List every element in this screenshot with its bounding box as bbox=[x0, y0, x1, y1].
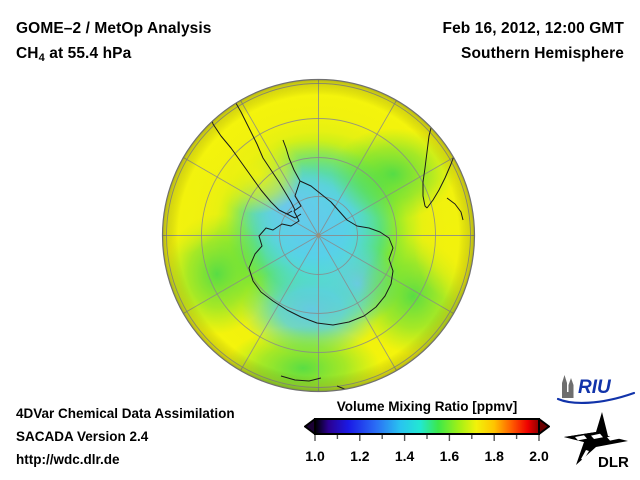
colorbar-tick-label: 1.8 bbox=[484, 448, 504, 464]
colorbar-extend-low-arrow bbox=[304, 418, 316, 435]
dlr-wordmark: DLR bbox=[598, 454, 629, 471]
globe-svg bbox=[161, 78, 476, 393]
species-subscript: 4 bbox=[38, 52, 45, 64]
method-label: 4DVar Chemical Data Assimilation bbox=[16, 406, 235, 421]
colorbar-tick-label: 2.0 bbox=[529, 448, 549, 464]
instrument-title: GOME–2 / MetOp Analysis bbox=[16, 20, 212, 37]
globe-map bbox=[161, 78, 476, 393]
riu-swoosh-icon bbox=[556, 391, 636, 405]
dlr-star-cutouts bbox=[575, 419, 619, 460]
header-left: GOME–2 / MetOp Analysis CH4 at 55.4 hPa bbox=[16, 16, 212, 68]
riu-wordmark: RIU bbox=[578, 377, 612, 398]
globe-outline bbox=[161, 78, 476, 393]
colorbar-ticks bbox=[314, 435, 540, 441]
hemisphere-label: Southern Hemisphere bbox=[461, 45, 624, 62]
riu-tower-icon bbox=[562, 375, 574, 398]
timestamp: Feb 16, 2012, 12:00 GMT bbox=[442, 20, 624, 37]
colorbar-tick-label: 1.4 bbox=[394, 448, 415, 464]
footer-credits: 4DVar Chemical Data Assimilation SACADA … bbox=[16, 402, 235, 471]
riu-logo: RIU bbox=[556, 372, 636, 406]
colorbar: Volume Mixing Ratio [ppmv] bbox=[304, 399, 550, 468]
colorbar-tick-labels: 1.0 1.2 1.4 1.6 1.8 2.0 bbox=[304, 448, 550, 468]
species-name: CH bbox=[16, 45, 39, 62]
source-url: http://wdc.dlr.de bbox=[16, 452, 120, 467]
colorbar-tick-label: 1.2 bbox=[350, 448, 370, 464]
species-level-title: CH4 at 55.4 hPa bbox=[16, 41, 212, 68]
colorbar-tick-label: 1.6 bbox=[439, 448, 460, 464]
pressure-level: at 55.4 hPa bbox=[44, 45, 132, 62]
colorbar-extend-high-arrow bbox=[538, 418, 550, 435]
colorbar-body bbox=[314, 418, 540, 435]
riu-logo-svg: RIU bbox=[556, 375, 636, 405]
colorbar-strip-holder bbox=[304, 418, 550, 447]
version-label: SACADA Version 2.4 bbox=[16, 429, 149, 444]
header-right: Feb 16, 2012, 12:00 GMT Southern Hemisph… bbox=[443, 16, 625, 66]
colorbar-tick-label: 1.0 bbox=[305, 448, 325, 464]
colorbar-svg bbox=[304, 418, 550, 441]
dlr-logo: DLR bbox=[562, 411, 636, 471]
dlr-logo-svg: DLR bbox=[564, 412, 629, 471]
colorbar-title: Volume Mixing Ratio [ppmv] bbox=[336, 399, 518, 414]
limb-shading bbox=[162, 79, 475, 392]
